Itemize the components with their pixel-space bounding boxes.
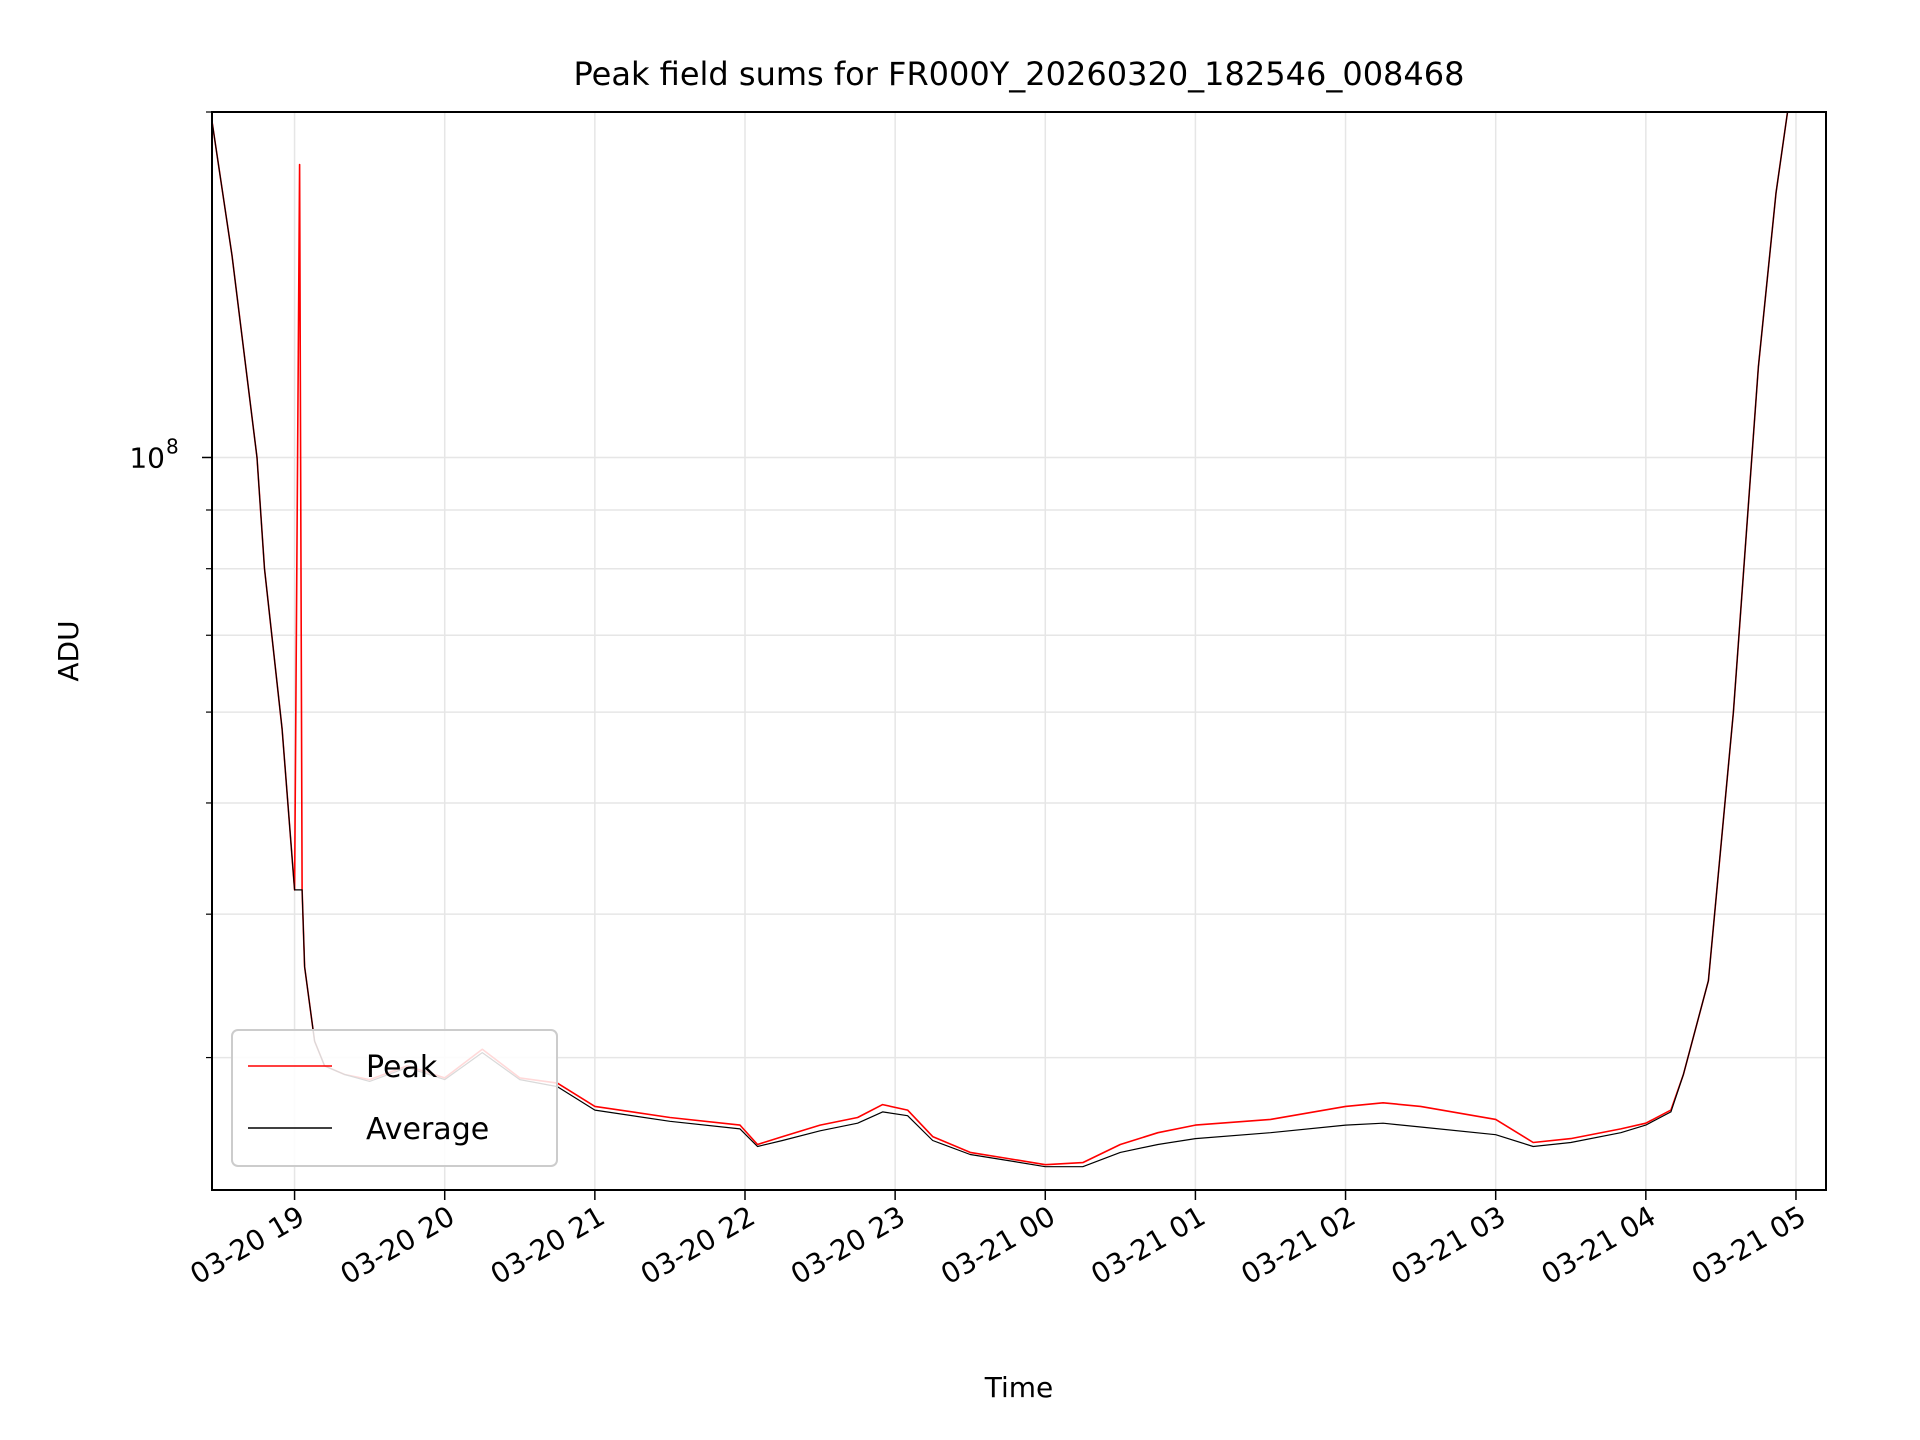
y-axis-label: ADU (52, 620, 85, 681)
y-tick-label: 10 8 (129, 434, 178, 474)
plot-frame (211, 111, 1827, 1191)
legend-label-average: Average (366, 1112, 489, 1147)
chart-title: Peak field sums for FR000Y_20260320_1825… (574, 55, 1465, 93)
legend: Peak Average (231, 1029, 558, 1167)
y-tick-label-base: 10 (129, 441, 165, 474)
y-tick-label-exponent: 8 (166, 434, 179, 458)
legend-label-peak: Peak (366, 1050, 438, 1085)
y-axis: 10 8 (129, 111, 212, 1059)
x-axis-label: Time (984, 1371, 1054, 1404)
legend-box (231, 1029, 558, 1167)
